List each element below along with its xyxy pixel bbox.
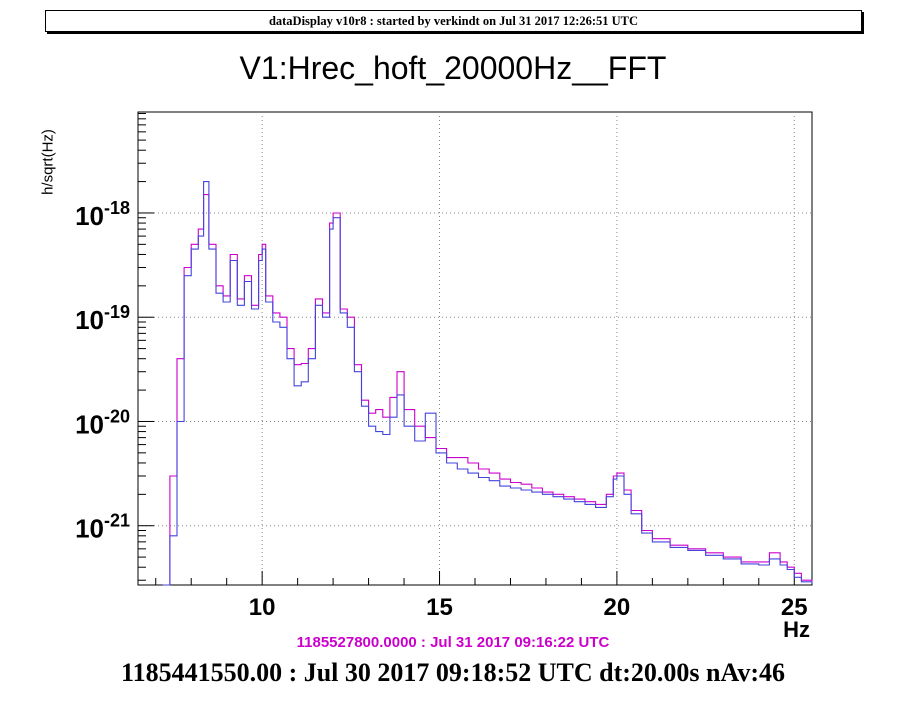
header-banner: dataDisplay v10r8 : started by verkindt … (45, 10, 862, 32)
reference-time-label: 1185527800.0000 : Jul 31 2017 09:16:22 U… (296, 634, 610, 651)
series-line-2 (162, 181, 813, 586)
chart: 10 15 20 25 10-21 10-20 10-19 10-18 Hz (75, 111, 813, 640)
chart-title: V1:Hrec_hoft_20000Hz__FFT (239, 50, 667, 86)
y-tick-label: 10-21 (75, 511, 130, 544)
y-tick-label: 10-20 (75, 406, 130, 439)
y-tick-label: 10-19 (75, 302, 130, 335)
x-tick-label: 15 (426, 594, 453, 621)
main-time-label: 1185441550.00 : Jul 30 2017 09:18:52 UTC… (121, 658, 785, 687)
x-tick-label: 25 (781, 594, 808, 621)
y-tick-label: 10-18 (75, 198, 130, 231)
x-tick-label: 20 (604, 594, 631, 621)
header-text: dataDisplay v10r8 : started by verkindt … (268, 14, 639, 28)
plot-frame (137, 111, 813, 586)
x-axis-label: Hz (783, 617, 810, 640)
x-tick-label: 10 (249, 594, 276, 621)
